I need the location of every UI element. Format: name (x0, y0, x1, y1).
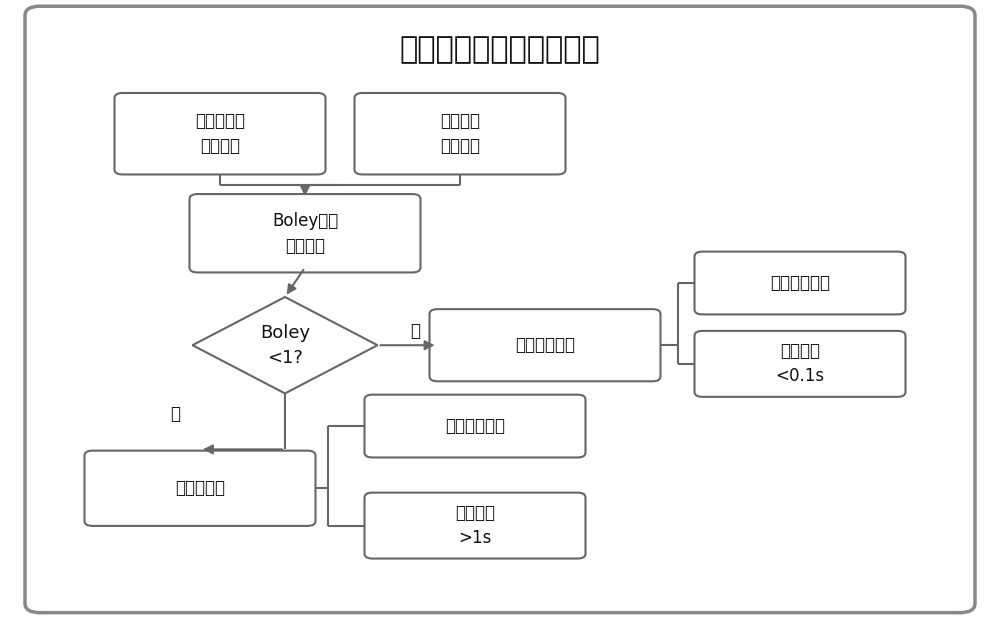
Text: 是: 是 (170, 405, 180, 422)
Text: 仿真步长
>1s: 仿真步长 >1s (455, 504, 495, 547)
FancyBboxPatch shape (694, 251, 906, 315)
Text: 热变形程序: 热变形程序 (175, 480, 225, 497)
Text: 结构第一阶
固有频率: 结构第一阶 固有频率 (195, 112, 245, 156)
FancyBboxPatch shape (85, 450, 316, 526)
Text: 热特征点
温度曲线: 热特征点 温度曲线 (440, 112, 480, 156)
FancyBboxPatch shape (114, 93, 326, 174)
Text: 热致振动程序: 热致振动程序 (515, 337, 575, 354)
FancyBboxPatch shape (25, 6, 975, 613)
FancyBboxPatch shape (430, 309, 661, 381)
Text: 动力学分析步: 动力学分析步 (445, 417, 505, 435)
Text: Boley
<1?: Boley <1? (260, 323, 310, 367)
Text: 仿真步长
<0.1s: 仿真步长 <0.1s (775, 342, 825, 386)
FancyBboxPatch shape (364, 493, 585, 559)
FancyBboxPatch shape (355, 93, 566, 174)
FancyBboxPatch shape (694, 331, 906, 397)
Text: 否: 否 (410, 322, 420, 340)
Text: 动力学分析步: 动力学分析步 (770, 274, 830, 292)
Text: 大型空间载荷热响应分析: 大型空间载荷热响应分析 (400, 35, 600, 64)
FancyBboxPatch shape (190, 194, 420, 272)
Polygon shape (192, 297, 377, 394)
FancyBboxPatch shape (364, 394, 585, 458)
Text: Boley系数
计算程序: Boley系数 计算程序 (272, 211, 338, 255)
